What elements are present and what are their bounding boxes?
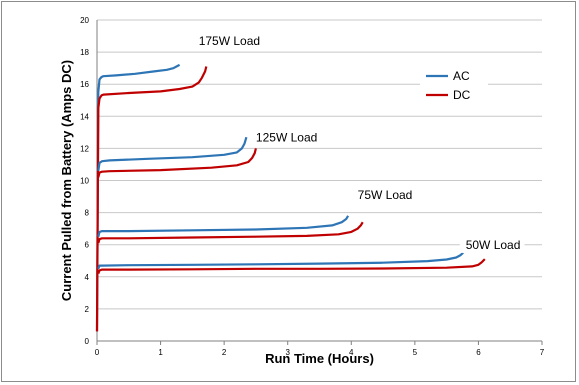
legend-box	[420, 66, 488, 106]
load-annotations: 175W Load 125W Load 75W Load 50W Load	[192, 33, 525, 253]
load-label: 50W Load	[466, 238, 521, 252]
series-line-dc-175w-load	[95, 66, 208, 332]
y-tick-label: 0	[85, 337, 90, 346]
y-tick-label: 4	[85, 273, 90, 282]
legend-label-dc: DC	[453, 88, 471, 102]
x-tick-label: 5	[413, 348, 418, 357]
x-tick-label: 2	[222, 348, 227, 357]
x-axis-title: Run Time (Hours)	[265, 351, 374, 366]
legend-label-ac: AC	[453, 69, 470, 83]
annotation-bg	[249, 129, 322, 146]
series-line-dc-75w-load	[97, 221, 364, 244]
series-line-ac-175w-load	[95, 63, 181, 332]
y-tick-label: 12	[80, 144, 89, 153]
series-lines	[95, 63, 486, 332]
y-tick-label: 14	[80, 112, 89, 121]
series-line-dc-50w-load	[97, 258, 486, 274]
gridlines	[97, 19, 542, 310]
x-tick-label: 7	[540, 348, 545, 357]
annotation-bg	[459, 236, 525, 253]
y-axis-title: Current Pulled from Battery (Amps DC)	[59, 60, 74, 301]
legend: AC DC	[420, 66, 488, 106]
annotation-bg	[351, 187, 417, 204]
y-tick-label: 20	[80, 16, 89, 25]
y-tick-label: 18	[80, 48, 89, 57]
series-line-dc-125w-load	[97, 148, 257, 178]
x-tick-label: 0	[95, 348, 100, 357]
x-tick-label: 6	[476, 348, 481, 357]
series-line-ac-50w-load	[97, 251, 464, 270]
y-tick-label: 8	[85, 209, 90, 218]
y-tick-label: 2	[85, 305, 90, 314]
x-tick-label: 1	[158, 348, 163, 357]
load-label: 175W Load	[199, 34, 260, 48]
annotation-bg	[192, 33, 265, 50]
load-label: 125W Load	[256, 130, 317, 144]
x-tick-label: 3	[285, 348, 290, 357]
series-line-ac-125w-load	[97, 136, 248, 172]
y-tick-label: 6	[85, 241, 90, 250]
y-tick-label: 10	[80, 177, 89, 186]
y-tick-label: 16	[80, 80, 89, 89]
load-label: 75W Load	[358, 188, 413, 202]
series-line-ac-75w-load	[97, 215, 350, 237]
x-tick-label: 4	[349, 348, 354, 357]
